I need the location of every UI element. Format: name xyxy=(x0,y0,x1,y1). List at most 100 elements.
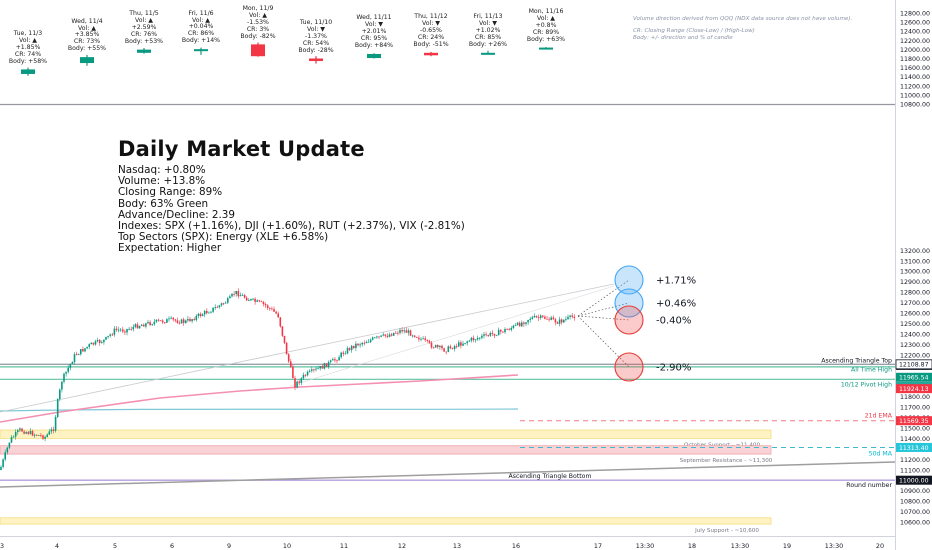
price-tick-label: 12200.00 xyxy=(900,352,930,359)
intraday-candle-body xyxy=(451,348,454,349)
candle-info-chg: -1.37% xyxy=(305,32,327,40)
intraday-candle-body xyxy=(296,381,298,388)
intraday-candle-body xyxy=(382,334,384,336)
candle-info-cr: CR: 54% xyxy=(302,39,330,47)
projection-label: +0.46% xyxy=(656,299,696,310)
intraday-candle-body xyxy=(44,436,46,439)
intraday-candle-body xyxy=(124,331,126,333)
candle-info-cr: CR: 73% xyxy=(73,38,101,46)
candle-info: Tue, 11/3 Vol: ▲ +1.85% CR: 74% Body: +58% xyxy=(0,30,63,66)
intraday-candle-body xyxy=(164,322,166,324)
intraday-candle-body xyxy=(537,317,540,319)
intraday-candle-body xyxy=(56,399,59,417)
candle-info-body: Body: -82% xyxy=(240,32,276,40)
level-label: Ascending Triangle Top xyxy=(821,357,892,364)
intraday-candle-body xyxy=(321,366,324,369)
time-tick-label: 18 xyxy=(688,542,696,550)
intraday-candle-body xyxy=(466,341,468,344)
intraday-candle-body xyxy=(430,342,433,348)
intraday-candle-body xyxy=(231,293,233,297)
intraday-candle-body xyxy=(27,432,30,434)
intraday-candle-body xyxy=(111,334,114,336)
intraday-candle-body xyxy=(504,329,506,333)
intraday-candle-body xyxy=(302,374,305,379)
projection-circle xyxy=(614,305,644,335)
intraday-candle-body xyxy=(294,378,296,388)
intraday-candle-body xyxy=(476,337,479,340)
intraday-candle-body xyxy=(338,357,340,361)
intraday-candle-body xyxy=(542,315,544,317)
intraday-candle-body xyxy=(279,317,282,327)
intraday-candle-body xyxy=(199,313,202,316)
intraday-candle-body xyxy=(4,452,6,460)
time-tick-label: 13:30 xyxy=(636,542,654,550)
intraday-candle-body xyxy=(229,296,231,299)
triangle-rising-line xyxy=(0,283,615,413)
intraday-candle-body xyxy=(376,336,378,338)
zone-label: July Support - ~10,600 xyxy=(694,528,759,534)
intraday-candle-body xyxy=(443,348,445,352)
price-tick-label: 10700.00 xyxy=(900,509,930,516)
intraday-candle-body xyxy=(510,327,513,330)
intraday-candle-body xyxy=(432,347,435,349)
update-line-indexes: Indexes: SPX (+1.16%), DJI (+1.60%), RUT… xyxy=(118,220,465,233)
intraday-candle-body xyxy=(420,338,422,340)
time-tick-label: 13:30 xyxy=(825,542,843,550)
intraday-candle-body xyxy=(369,339,372,342)
intraday-candle-body xyxy=(535,316,538,318)
candle-info-label: Wed, 11/4 xyxy=(71,17,103,25)
intraday-candle-body xyxy=(96,340,99,342)
intraday-candle-body xyxy=(155,319,158,322)
intraday-candle-body xyxy=(563,319,565,323)
time-tick-label: 6 xyxy=(170,542,174,550)
intraday-candle-body xyxy=(138,326,141,329)
intraday-candle-body xyxy=(285,342,288,355)
price-tag-text: 11313.40 xyxy=(899,445,929,452)
intraday-candle-body xyxy=(235,290,237,295)
top-ytick-label: 12800.00 xyxy=(900,11,930,18)
candle-info: Thu, 11/5 Vol: ▲ +2.59% CR: 76% Body: +53% xyxy=(109,10,179,46)
time-tick-label: 11 xyxy=(340,542,348,550)
intraday-candle-body xyxy=(329,360,332,363)
price-tag xyxy=(896,416,932,426)
intraday-candle-body xyxy=(554,319,557,323)
intraday-candle-body xyxy=(361,342,363,345)
price-tag-text: 11569.35 xyxy=(899,418,929,425)
daily-candle-body xyxy=(80,57,94,64)
intraday-candles xyxy=(0,288,576,471)
intraday-candle-body xyxy=(113,328,116,335)
intraday-candle-body xyxy=(48,431,51,435)
intraday-candle-body xyxy=(483,334,485,336)
update-line-expectation: Expectation: Higher xyxy=(118,242,222,255)
intraday-candle-body xyxy=(470,337,473,341)
intraday-candle-body xyxy=(69,363,72,368)
intraday-candle-body xyxy=(277,313,279,318)
candle-info-chg: +3.85% xyxy=(74,31,100,39)
daily-candle-body xyxy=(424,52,438,56)
projection-ray xyxy=(577,315,630,321)
intraday-candle-body xyxy=(206,311,208,314)
price-tick-label: 11500.00 xyxy=(900,425,930,432)
price-tag xyxy=(896,384,932,394)
intraday-candle-body xyxy=(35,434,38,436)
top-ytick-label: 12400.00 xyxy=(900,29,930,36)
intraday-candle-body xyxy=(166,319,168,323)
zone-band xyxy=(0,445,772,455)
intraday-candle-body xyxy=(523,322,525,324)
intraday-candle-body xyxy=(342,352,345,354)
intraday-candle-body xyxy=(397,332,399,334)
intraday-candle-body xyxy=(567,316,569,319)
top-ytick-label: 12000.00 xyxy=(900,47,930,54)
candle-info-vol: Vol: ▼ xyxy=(421,20,441,28)
intraday-candle-body xyxy=(413,335,416,337)
note-volume-source: Volume direction derived from QQQ (NDX d… xyxy=(633,16,853,22)
intraday-candle-body xyxy=(367,341,370,343)
intraday-candle-body xyxy=(558,319,561,324)
candle-info-body: Body: +26% xyxy=(468,40,508,48)
intraday-candle-body xyxy=(422,338,424,340)
update-title: Daily Market Update xyxy=(118,137,365,161)
intraday-candle-body xyxy=(271,308,273,310)
intraday-candle-body xyxy=(67,367,69,372)
